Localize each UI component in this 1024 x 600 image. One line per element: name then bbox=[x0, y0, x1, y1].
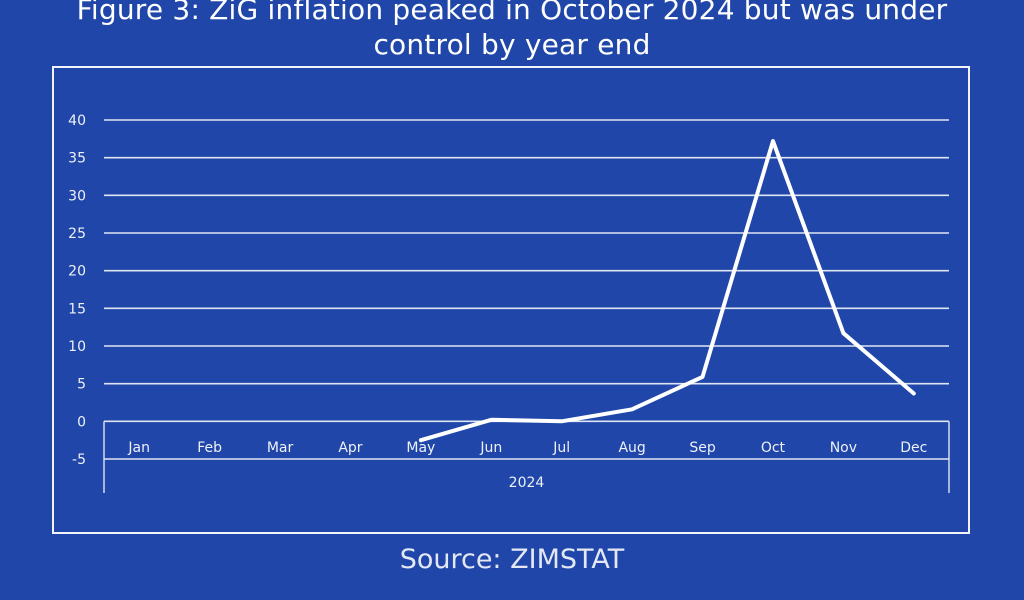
chart-frame bbox=[52, 66, 970, 534]
data-point bbox=[701, 375, 705, 379]
data-point bbox=[630, 407, 634, 411]
x-tick-label: Aug bbox=[618, 440, 645, 456]
y-tick-label: 35 bbox=[68, 151, 86, 167]
x-tick-label: Apr bbox=[338, 440, 362, 456]
data-point bbox=[771, 139, 775, 143]
y-tick-label: 40 bbox=[68, 113, 86, 129]
y-tick-label: 5 bbox=[77, 377, 86, 393]
y-tick-label: 30 bbox=[68, 188, 86, 204]
y-tick-label: 25 bbox=[68, 226, 86, 242]
y-tick-label: -5 bbox=[72, 452, 86, 468]
x-tick-label: Nov bbox=[830, 440, 857, 456]
y-tick-label: 20 bbox=[68, 264, 86, 280]
chart-title: Figure 3: ZiG inflation peaked in Octobe… bbox=[0, 0, 1024, 62]
data-point bbox=[841, 331, 845, 335]
x-tick-label: Sep bbox=[689, 440, 716, 456]
y-tick-label: 15 bbox=[68, 301, 86, 317]
y-tick-label: 10 bbox=[68, 339, 86, 355]
x-tick-label: Feb bbox=[197, 440, 222, 456]
x-tick-label: Jul bbox=[552, 440, 570, 456]
chart-title-line-2: control by year end bbox=[373, 28, 651, 61]
data-point bbox=[419, 438, 423, 442]
data-point bbox=[912, 391, 916, 395]
x-tick-label: Jun bbox=[479, 440, 502, 456]
x-tick-label: Jan bbox=[127, 440, 150, 456]
x-tick-label: Dec bbox=[900, 440, 927, 456]
data-point bbox=[489, 418, 493, 422]
chart-title-line-1: Figure 3: ZiG inflation peaked in Octobe… bbox=[76, 0, 948, 26]
series-line bbox=[418, 139, 916, 443]
x-group-label: 2024 bbox=[509, 475, 545, 491]
data-point bbox=[560, 419, 564, 423]
y-tick-label: 0 bbox=[77, 414, 86, 430]
x-tick-label: Mar bbox=[267, 440, 294, 456]
source-note: Source: ZIMSTAT bbox=[399, 544, 625, 575]
x-tick-label: Oct bbox=[761, 440, 786, 456]
x-tick-label: May bbox=[406, 440, 435, 456]
